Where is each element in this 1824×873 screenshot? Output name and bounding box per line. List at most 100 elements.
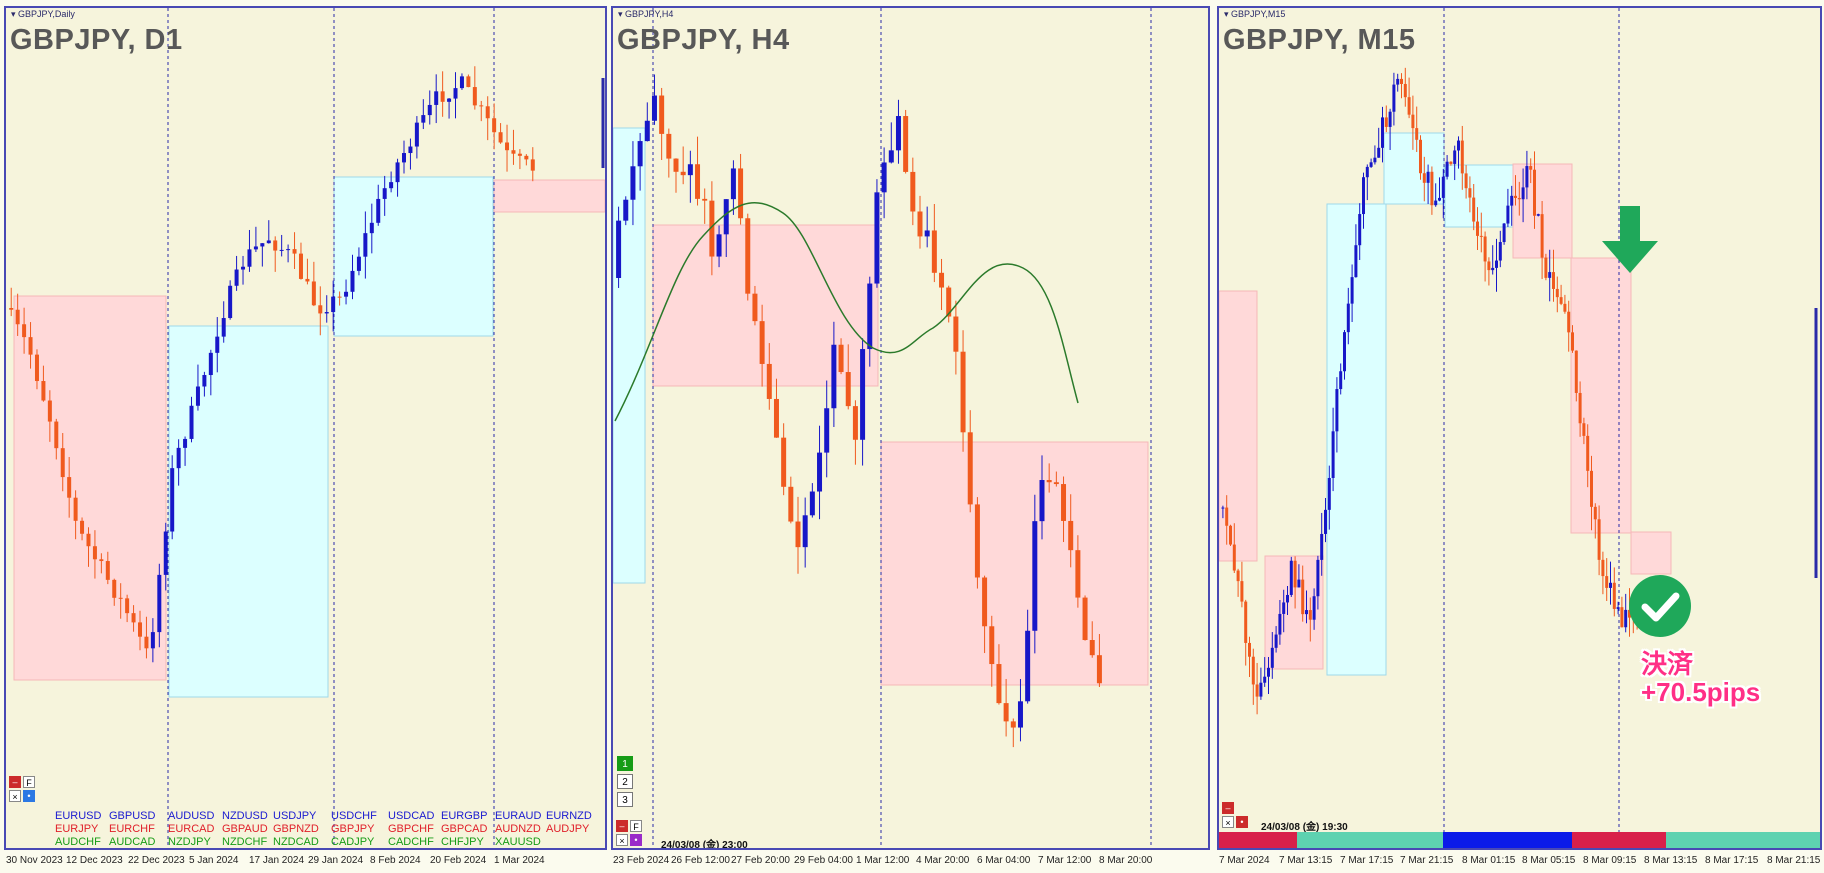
bull-candle [1434,200,1438,206]
pair-label[interactable]: AUDNZD [495,823,541,835]
bull-candle [1506,205,1510,224]
bear-candle [1411,114,1415,129]
minimize-button[interactable]: – [616,820,628,832]
number-button-2[interactable]: 2 [617,774,633,789]
bull-candle [453,88,458,99]
bull-candle [1616,607,1620,609]
pair-label[interactable]: XAUUSD [495,836,541,848]
bull-candle [644,120,650,142]
bear-candle [318,305,323,314]
pair-label[interactable]: EURCHF [109,823,155,835]
pair-label[interactable]: EURAUD [495,810,542,822]
bull-candle [809,491,815,516]
zone-box [333,176,494,337]
settlement-pips: +70.5pips [1641,677,1761,707]
pair-label[interactable]: GBPJPY [331,823,375,835]
pair-label[interactable]: CHFJPY [441,836,484,848]
bear-candle [1061,484,1067,521]
bear-candle [1571,332,1574,351]
bear-candle [54,421,59,449]
h4-symbol-label: GBPJPY, H4 [617,24,790,56]
bear-candle [1514,195,1517,198]
chart-panel-m15[interactable]: ▾ GBPJPY,M15 GBPJPY, M15 – × • 24/03/08 … [1217,6,1822,850]
bear-candle [9,308,14,310]
settlement-label: 決済 [1641,649,1694,679]
pair-label[interactable]: CADJPY [331,836,375,848]
close-icon[interactable]: × [9,790,21,802]
bear-candle [479,105,484,107]
chart-panel-d1[interactable]: ▾ GBPJPY,Daily GBPJPY, D1 – F × • [4,6,607,850]
pair-label[interactable]: GBPUSD [109,810,156,822]
pair-label[interactable]: AUDJPY [546,823,590,835]
settings-icon[interactable]: • [630,834,642,846]
pair-label[interactable]: USDJPY [273,810,317,822]
pair-label[interactable]: USDCHF [331,810,377,822]
bull-candle [427,104,432,116]
bull-candle [1017,701,1023,728]
bear-candle [273,240,278,251]
settings-icon[interactable]: • [1236,816,1248,828]
bull-candle [234,269,239,286]
bull-candle [1502,223,1506,243]
bear-candle [1293,560,1297,588]
date-tick-label: 20 Feb 2024 [430,855,487,866]
pair-label[interactable]: NZDJPY [168,836,211,848]
bull-candle [376,198,381,223]
pair-label[interactable]: EURUSD [55,810,102,822]
session-segment [1443,832,1572,848]
bear-candle [852,406,858,440]
f-button[interactable]: F [23,776,35,788]
pair-label[interactable]: GBPAUD [222,823,268,835]
bull-candle [421,115,426,123]
number-button-3[interactable]: 3 [617,792,633,807]
number-button-1[interactable]: 1 [617,756,633,771]
close-icon[interactable]: × [616,834,628,846]
bull-candle [1316,559,1320,597]
bull-candle [1286,594,1289,603]
bull-candle [1536,214,1540,216]
bear-candle [1483,236,1487,262]
close-icon[interactable]: × [1222,816,1234,828]
pair-label[interactable]: EURNZD [546,810,592,822]
pair-label[interactable]: AUDCAD [109,836,156,848]
pair-label[interactable]: EURGBP [441,810,488,822]
bear-candle [1046,480,1052,483]
bear-candle [1601,559,1605,577]
date-tick-label: 23 Feb 2024 [613,855,670,866]
bear-candle [472,87,477,106]
date-tick-label: 4 Mar 20:00 [916,855,970,866]
pair-label[interactable]: GBPCHF [388,823,434,835]
pair-label[interactable]: AUDCHF [55,836,101,848]
date-tick-label: 12 Dec 2023 [66,855,123,866]
bull-candle [1297,579,1301,588]
pair-label[interactable]: AUDUSD [168,810,215,822]
bull-candle [1445,161,1449,177]
date-tick-label: 1 Mar 12:00 [856,855,910,866]
pair-label[interactable]: EURCAD [168,823,215,835]
bear-candle [845,372,851,407]
check-icon [1629,575,1691,637]
bear-candle [974,504,980,578]
pair-label[interactable]: GBPCAD [441,823,488,835]
pair-label[interactable]: NZDCAD [273,836,319,848]
pair-label[interactable]: CADCHF [388,836,434,848]
minimize-button[interactable]: – [1222,802,1234,814]
bear-candle [41,381,46,401]
bear-candle [1422,173,1426,183]
date-tick-label: 7 Mar 21:15 [1400,855,1454,866]
f-button[interactable]: F [630,820,642,832]
session-segment [1297,832,1443,848]
pair-label[interactable]: USDCAD [388,810,435,822]
settings-icon[interactable]: • [23,790,35,802]
pair-label[interactable]: EURJPY [55,823,99,835]
pair-label[interactable]: NZDCHF [222,836,268,848]
bear-candle [1003,703,1009,722]
pair-label[interactable]: NZDUSD [222,810,268,822]
chart-panel-h4[interactable]: ▾ GBPJPY,H4 GBPJPY, H4 1 2 3 – F × • 24/… [611,6,1210,850]
bull-candle [651,95,657,121]
bull-candle [1343,332,1346,372]
minimize-button[interactable]: – [9,776,21,788]
pair-label[interactable]: GBPNZD [273,823,319,835]
bear-candle [1590,470,1593,507]
bear-candle [1251,656,1255,685]
